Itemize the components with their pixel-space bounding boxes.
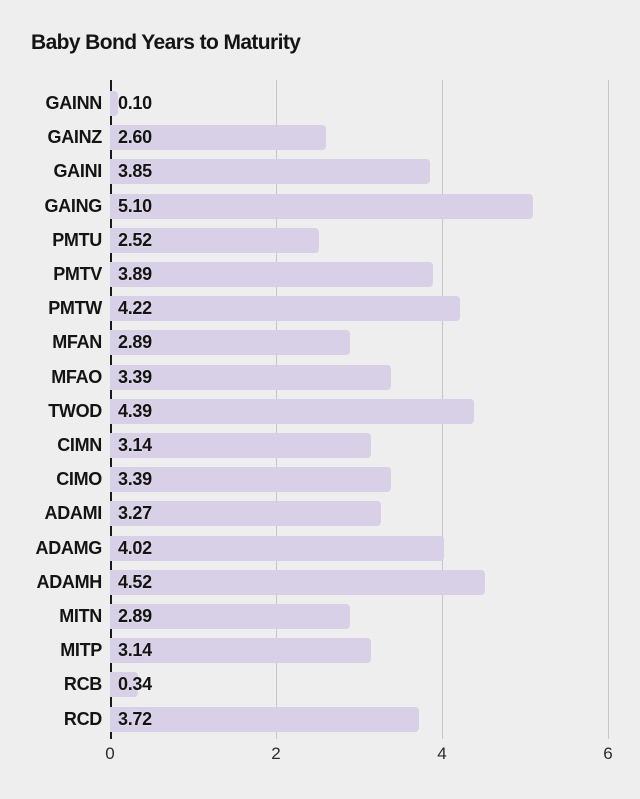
chart-title: Baby Bond Years to Maturity [31,31,301,54]
value-label: 2.52 [118,229,152,250]
bar [110,433,371,458]
x-axis-tick-label: 6 [603,744,613,763]
category-label: MITP [60,640,102,661]
value-label: 3.39 [118,366,152,387]
category-label: RCB [63,674,102,695]
bar-row: GAINI 3.85 [0,159,640,185]
bar [110,296,461,322]
category-label: CIMO [56,469,102,490]
category-label: GAINZ [47,127,103,148]
value-label: 2.60 [118,127,152,148]
bar [110,638,371,664]
bar [110,467,392,493]
value-label: 5.10 [118,195,152,216]
category-label: GAING [44,195,102,216]
value-label: 3.72 [118,708,152,729]
category-label: PMTU [52,229,102,250]
value-label: 3.85 [118,161,152,182]
category-label: MFAO [51,366,102,387]
bar [110,262,433,287]
bar [110,159,430,185]
value-label: 3.39 [118,469,152,490]
bar [110,91,119,116]
category-label: RCD [63,708,102,729]
value-label: 4.02 [118,537,152,558]
bar-row: CIMN 3.14 [0,433,640,458]
bar-row: GAINN 0.10 [0,91,640,116]
value-label: 4.39 [118,400,152,421]
bar-row: MITN 2.89 [0,604,640,629]
bar-row: ADAMG 4.02 [0,535,640,561]
bar [110,569,486,595]
value-label: 3.14 [118,435,152,455]
category-label: GAINI [53,161,102,182]
bar [110,604,350,629]
bar-row: TWOD 4.39 [0,398,640,424]
value-label: 0.34 [118,674,152,695]
category-label: CIMN [57,435,102,455]
bar-row: ADAMH 4.52 [0,569,640,595]
category-label: PMTW [48,298,102,319]
category-label: ADAMH [36,571,103,592]
x-axis-tick-label: 0 [105,744,115,763]
bar-row: PMTU 2.52 [0,227,640,253]
bar-row: CIMO 3.39 [0,467,640,493]
gridline [608,80,609,739]
bar-row: RCD 3.72 [0,706,640,732]
bar-row: PMTV 3.89 [0,262,640,287]
bar-row: MITP 3.14 [0,638,640,664]
category-label: MFAN [52,332,102,353]
bar [110,227,320,253]
bar-row: MFAO 3.39 [0,364,640,390]
x-axis-tick-label: 2 [271,744,281,763]
category-label: MITN [59,606,102,626]
bar-row: GAING 5.10 [0,193,640,219]
bar-row: MFAN 2.89 [0,330,640,356]
bar [110,125,326,151]
category-label: TWOD [48,400,102,421]
bar [110,193,534,219]
bar [110,364,392,390]
bar [110,398,475,424]
bar-row: RCB 0.34 [0,672,640,698]
bar [110,535,444,561]
category-label: ADAMG [35,537,103,558]
value-label: 2.89 [118,606,152,626]
category-label: PMTV [53,264,102,284]
value-label: 4.52 [118,571,152,592]
bar [110,672,139,698]
value-label: 0.10 [118,93,152,113]
value-label: 4.22 [118,298,152,319]
x-axis-tick-label: 4 [437,744,447,763]
bar-row: PMTW 4.22 [0,296,640,322]
value-label: 3.27 [118,503,152,524]
bar-row: GAINZ 2.60 [0,125,640,151]
category-label: ADAMI [44,503,103,524]
bar [110,706,419,732]
category-label: GAINN [45,93,103,113]
value-label: 3.89 [118,264,152,284]
value-label: 3.14 [118,640,152,661]
bar [110,501,382,527]
value-label: 2.89 [118,332,152,353]
bar-row: ADAMI 3.27 [0,501,640,527]
bar [110,330,350,356]
